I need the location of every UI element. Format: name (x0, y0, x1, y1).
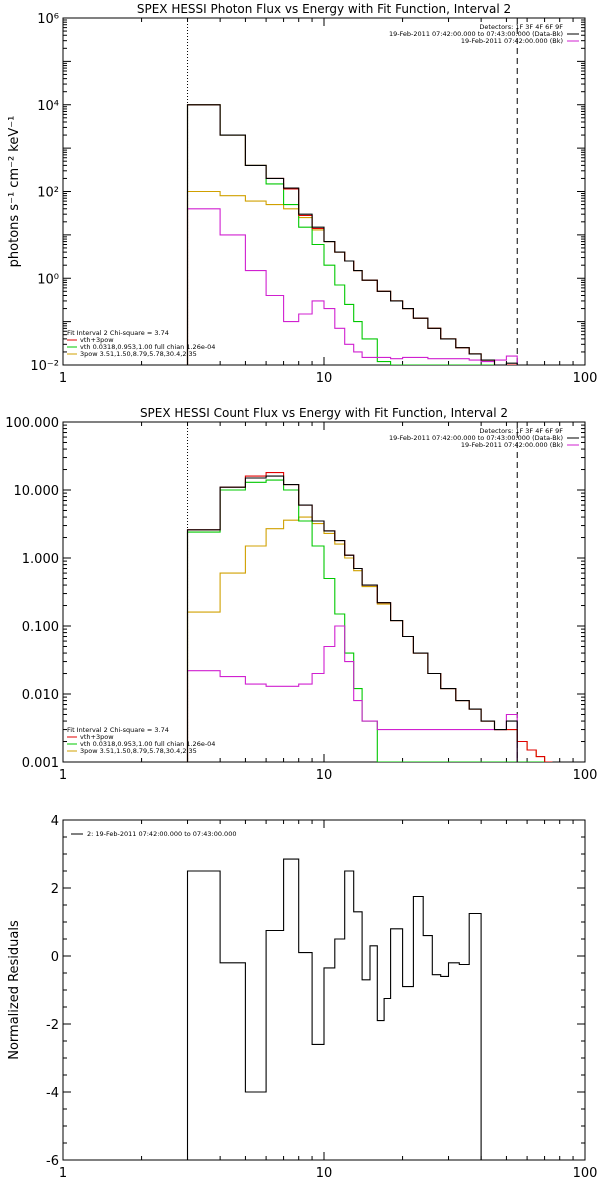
legend-entry: Fit Interval 2 Chi-square = 3.74 (67, 726, 169, 734)
legend-entry: 2: 19-Feb-2011 07:42:00.000 to 07:43:00.… (87, 830, 236, 838)
y-tick-label: 10⁻² (30, 359, 59, 374)
y-tick-label: 10.000 (14, 484, 60, 499)
y-tick-label: 10² (37, 186, 59, 201)
series-data-bk (186, 104, 518, 365)
legend-entry: vth+3pow (80, 336, 114, 344)
y-tick-label: 100.000 (5, 416, 59, 431)
series-vth (186, 479, 553, 762)
chart-title: SPEX HESSI Count Flux vs Energy with Fit… (140, 406, 508, 420)
series-3pow (186, 516, 553, 762)
legend-entry: 19-Feb-2011 07:42:00.000 (Bk) (461, 441, 563, 449)
legend-entry: 3pow 3.51,1.50,8.79,5.78,30.4,2.35 (80, 350, 197, 358)
y-tick-label: 0.100 (22, 620, 59, 635)
y-tick-label: -2 (46, 1018, 59, 1033)
y-tick-label: 2 (51, 882, 59, 897)
legend-entry: vth 0.0318,0.953,1.00 full chian 1.26e-0… (80, 740, 215, 748)
x-tick-label: 10 (316, 1166, 333, 1181)
x-tick-label: 1 (59, 371, 67, 386)
y-tick-label: 10⁴ (37, 99, 59, 114)
chart-title: SPEX HESSI Photon Flux vs Energy with Fi… (137, 2, 511, 16)
x-tick-label: 1 (59, 1166, 67, 1181)
series-bk (186, 625, 518, 762)
legend-entry: Detectors: 1F 3F 4F 6F 9F (479, 23, 563, 31)
x-tick-label: 100 (573, 371, 598, 386)
legend-entry: vth 0.0318,0.953,1.00 full chian 1.26e-0… (80, 343, 215, 351)
plot-frame (62, 17, 586, 366)
legend-entry: vth+3pow (80, 733, 114, 741)
series-residuals (186, 858, 482, 1160)
chart-panel-1: SPEX HESSI Photon Flux vs Energy with Fi… (7, 2, 597, 386)
series-3pow (186, 190, 518, 365)
x-tick-label: 1 (59, 768, 67, 783)
y-tick-label: 0 (51, 950, 59, 965)
series-group (186, 104, 518, 365)
y-tick-label: 0.010 (22, 688, 59, 703)
legend-entry: Detectors: 1F 3F 4F 6F 9F (479, 427, 563, 435)
y-tick-label: 10⁰ (37, 272, 59, 287)
chart-panel-3: Normalized Residuals 1 10 100 -6 -4 -2 0 2 4 2: 19… (7, 814, 597, 1181)
legend-entry: 19-Feb-2011 07:42:00.000 to 07:43:00.000… (389, 434, 563, 442)
y-tick-label: -6 (46, 1154, 59, 1169)
y-axis-label: photons s⁻¹ cm⁻² keV⁻¹ (7, 116, 22, 268)
x-tick-label: 100 (573, 768, 598, 783)
legend-entry: 19-Feb-2011 07:42:00.000 (Bk) (461, 37, 563, 45)
y-tick-label: 4 (51, 814, 59, 829)
plot-frame (62, 421, 586, 763)
chart-panel-2: SPEX HESSI Count Flux vs Energy with Fit… (5, 406, 597, 783)
y-tick-label: 0.001 (22, 756, 59, 771)
series-group (186, 858, 482, 1160)
x-tick-label: 100 (573, 1166, 598, 1181)
x-tick-label: 10 (316, 371, 333, 386)
legend-entry: 3pow 3.51,1.50,8.79,5.78,30.4,2.35 (80, 747, 197, 755)
series-group (186, 472, 553, 762)
y-tick-label: 10⁶ (37, 12, 59, 27)
series-bk (186, 208, 518, 365)
x-tick-label: 10 (316, 768, 333, 783)
y-axis-label: Normalized Residuals (7, 920, 22, 1060)
legend-entry: 19-Feb-2011 07:42:00.000 to 07:43:00.000… (389, 30, 563, 38)
y-tick-label: -4 (46, 1086, 59, 1101)
series-vth-3pow (186, 472, 553, 762)
y-tick-label: 1.000 (22, 552, 59, 567)
legend-entry: Fit Interval 2 Chi-square = 3.74 (67, 329, 169, 337)
series-data-bk (186, 475, 518, 762)
